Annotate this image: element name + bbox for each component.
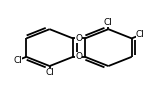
Text: Cl: Cl	[136, 30, 145, 39]
Text: Cl: Cl	[45, 68, 54, 77]
Text: Cl: Cl	[104, 18, 113, 27]
Text: O: O	[76, 34, 82, 43]
Text: Cl: Cl	[13, 56, 22, 65]
Text: O: O	[76, 52, 82, 61]
